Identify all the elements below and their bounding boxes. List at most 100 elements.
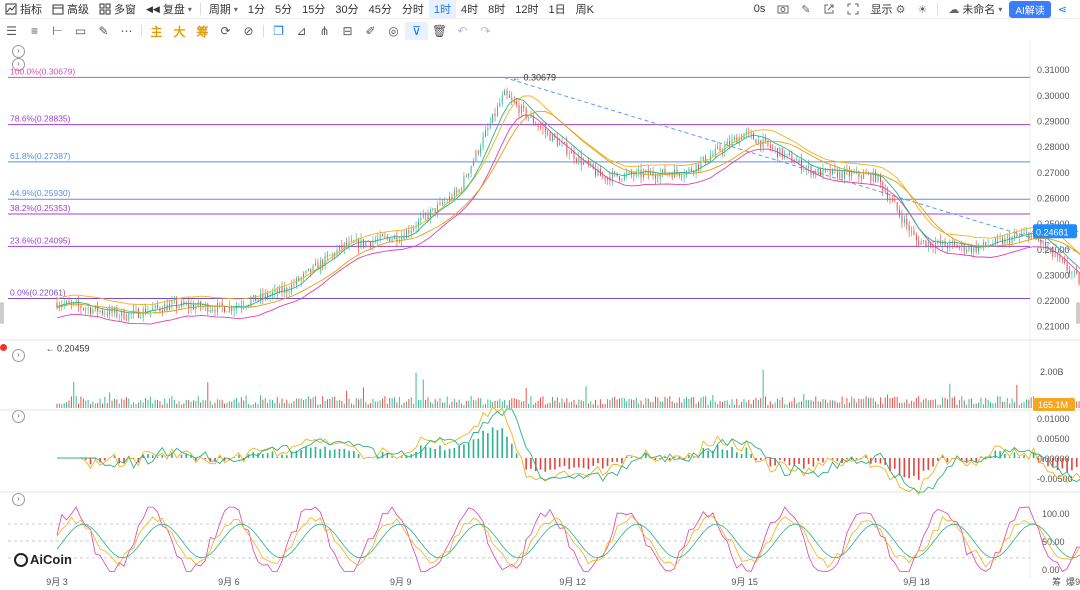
volume-bar <box>750 403 752 408</box>
interval-tab-10[interactable]: 1日 <box>548 4 566 16</box>
volume-tick-label: 2.00B <box>1040 367 1064 377</box>
main-chart-button[interactable]: 主 <box>150 24 163 39</box>
interval-tabs: 1分 5分 15分 30分 45分 分时 1时 4时 8时 12时 1日 周K <box>243 0 599 18</box>
replay-label: 复盘 <box>162 4 185 16</box>
candle-body <box>68 301 70 303</box>
period-dropdown[interactable]: 周期 ▾ <box>204 0 243 18</box>
macd-histogram-bar <box>692 457 695 458</box>
volume-collapse-toggle[interactable]: › <box>12 349 25 362</box>
right-resize-handle[interactable] <box>1076 302 1080 324</box>
candle-body <box>432 208 434 211</box>
indicators-button[interactable]: 指标 <box>0 0 47 18</box>
interval-tab-7[interactable]: 4时 <box>461 4 479 16</box>
eye-icon[interactable]: ◎ <box>388 24 399 38</box>
layout-dropdown[interactable]: ☁ 未命名 ▾ <box>943 0 1007 18</box>
interval-tab-9[interactable]: 12时 <box>515 4 539 16</box>
fullscreen-icon[interactable] <box>842 0 864 18</box>
pencil-icon[interactable]: ✎ <box>801 3 811 16</box>
volume-bar <box>1018 404 1020 408</box>
candle-body <box>118 315 120 317</box>
brush-icon[interactable]: ✎ <box>98 24 109 38</box>
divider <box>937 3 939 15</box>
external-link-icon[interactable] <box>818 0 840 18</box>
alert-marker[interactable] <box>0 344 7 351</box>
volume-bar <box>437 401 439 408</box>
horizontal-line-icon[interactable]: ⊢ <box>52 24 63 38</box>
ruler-icon[interactable]: ⊿ <box>296 24 307 38</box>
candle-body <box>863 173 865 179</box>
left-resize-handle[interactable] <box>0 302 4 324</box>
candle-body <box>257 299 259 302</box>
ai-analysis-button[interactable]: AI解读 <box>1009 0 1051 18</box>
macd-histogram-bar <box>491 427 494 458</box>
interval-tab-11[interactable]: 周K <box>575 4 594 16</box>
interval-tab-2[interactable]: 15分 <box>302 4 326 16</box>
volume-bar <box>147 399 149 408</box>
slash-icon[interactable]: ⊘ <box>243 24 254 38</box>
candle-body <box>348 241 350 246</box>
macd-histogram-bar <box>285 455 288 458</box>
candle-body <box>200 301 202 308</box>
interval-tab-0[interactable]: 1分 <box>247 4 265 16</box>
collapse-toggle[interactable]: › <box>12 58 25 71</box>
volume-bar <box>518 399 520 408</box>
interval-tab-3[interactable]: 30分 <box>335 4 359 16</box>
volume-bar <box>616 399 618 408</box>
trash-icon[interactable]: 🗑 <box>431 24 448 38</box>
macd-histogram-bar <box>735 452 738 458</box>
edit-icon[interactable]: ✐ <box>365 24 376 38</box>
candle-body <box>202 306 204 308</box>
macd-histogram-bar <box>1071 458 1073 471</box>
volume-bar <box>621 397 623 408</box>
share-icon[interactable]: ⋖ <box>1057 3 1067 16</box>
interval-tab-8[interactable]: 8时 <box>488 4 506 16</box>
volume-bar <box>853 398 855 408</box>
refresh-icon[interactable]: ⟳ <box>220 24 231 38</box>
volume-bar <box>860 399 862 408</box>
multi-window-button[interactable]: 多窗 <box>94 0 141 18</box>
interval-tab-4[interactable]: 45分 <box>368 4 392 16</box>
macd-histogram-bar <box>549 458 551 470</box>
magnet-icon[interactable]: ⋔ <box>319 24 330 38</box>
list-icon[interactable]: ≡ <box>30 24 38 38</box>
display-button[interactable]: 显示 ⚙ <box>866 0 911 18</box>
kdj-collapse-toggle[interactable]: › <box>12 493 25 506</box>
candle-body <box>233 308 235 311</box>
rectangle-icon[interactable]: ▭ <box>74 24 87 38</box>
filter-icon[interactable]: ⊽ <box>405 22 428 40</box>
candle-body <box>578 156 580 162</box>
copy-icon[interactable]: ❐ <box>273 24 284 38</box>
menu-icon[interactable]: ☰ <box>6 24 17 38</box>
collapse-toggle[interactable]: › <box>12 45 25 58</box>
volume-bar <box>743 399 745 408</box>
watermark: AiCoin <box>14 552 72 567</box>
volume-bar <box>690 397 692 408</box>
camera-icon[interactable] <box>772 0 794 18</box>
lock-icon[interactable]: ⊟ <box>342 24 353 38</box>
volume-bar <box>846 398 848 408</box>
candle-body <box>446 201 448 203</box>
candle-body <box>832 168 833 175</box>
interval-tab-1[interactable]: 5分 <box>275 4 293 16</box>
macd-histogram-bar <box>281 454 283 458</box>
chips-button[interactable]: 筹 <box>196 24 209 39</box>
large-order-button[interactable]: 大 <box>173 24 186 39</box>
macd-histogram-bar <box>769 458 772 467</box>
macd-histogram-bar <box>381 451 384 458</box>
interval-tab-6[interactable]: 1时 <box>428 0 456 18</box>
candle-body <box>1045 242 1047 249</box>
volume-bar <box>231 401 233 408</box>
macd-histogram-bar <box>391 456 393 458</box>
volume-bar <box>118 403 120 408</box>
volume-bar <box>645 398 647 408</box>
advanced-button[interactable]: 高级 <box>47 0 94 18</box>
interval-tab-5[interactable]: 分时 <box>401 4 424 16</box>
undo-icon[interactable]: ↶ <box>457 24 468 38</box>
theme-icon[interactable]: ☀ <box>917 3 928 16</box>
date-tick-label: 9月 15 <box>731 577 758 587</box>
more-icon[interactable]: ⋯ <box>120 24 133 38</box>
replay-button[interactable]: ◀◀ 复盘 ▾ <box>141 0 197 18</box>
volume-bar <box>128 398 130 408</box>
redo-icon[interactable]: ↷ <box>480 24 491 38</box>
